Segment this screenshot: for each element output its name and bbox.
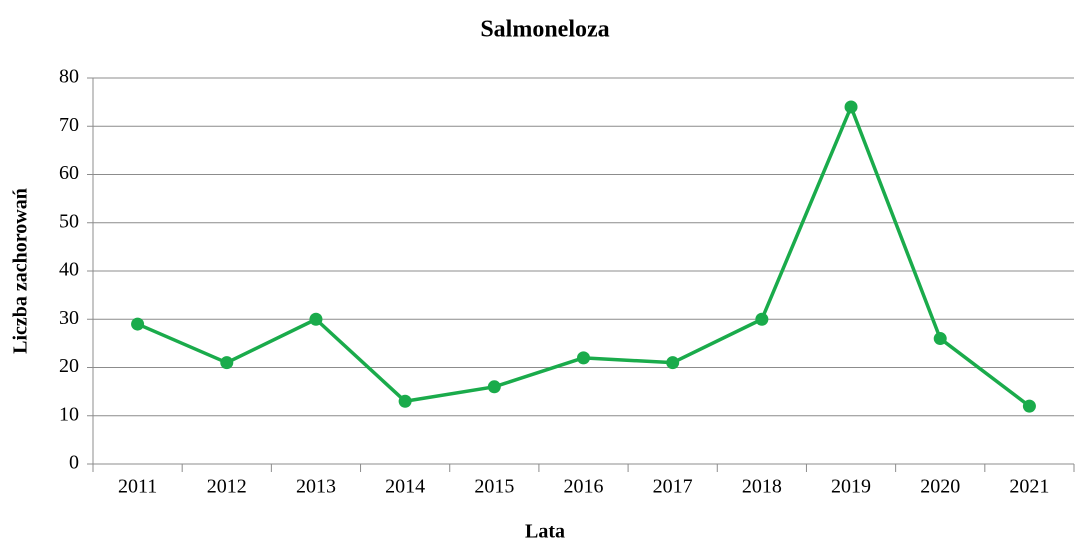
x-tick-label: 2013 — [296, 476, 336, 498]
y-tick-label: 30 — [59, 307, 79, 329]
x-axis-label: Lata — [525, 521, 565, 543]
data-point — [666, 356, 680, 370]
data-point — [131, 317, 145, 331]
chart-title: Salmoneloza — [480, 17, 609, 43]
x-tick-label: 2012 — [207, 476, 247, 498]
x-tick-label: 2019 — [831, 476, 871, 498]
y-tick-label: 40 — [59, 259, 79, 281]
data-point — [577, 351, 590, 365]
x-tick-label: 2020 — [920, 476, 960, 498]
y-tick-label: 20 — [59, 355, 79, 377]
x-tick-label: 2015 — [474, 476, 514, 498]
y-tick-label: 10 — [59, 403, 79, 425]
data-point — [487, 380, 501, 394]
x-tick-label: 2018 — [742, 476, 782, 498]
x-tick-label: 2016 — [564, 476, 604, 498]
y-tick-label: 60 — [59, 162, 79, 184]
data-point — [933, 332, 947, 346]
data-point — [755, 312, 769, 326]
y-tick-label: 70 — [59, 114, 79, 136]
data-point — [844, 100, 858, 114]
data-point — [1022, 399, 1036, 413]
y-tick-label: 80 — [59, 66, 79, 88]
data-point — [398, 394, 412, 408]
data-point — [220, 356, 234, 370]
y-tick-label: 0 — [69, 452, 79, 474]
x-tick-label: 2014 — [385, 476, 425, 498]
x-tick-label: 2011 — [118, 476, 157, 498]
y-tick-label: 50 — [59, 210, 79, 232]
data-point — [309, 312, 323, 326]
x-tick-label: 2021 — [1009, 476, 1049, 498]
y-axis-label: Liczba zachorowań — [10, 188, 32, 354]
x-tick-label: 2017 — [653, 476, 693, 498]
